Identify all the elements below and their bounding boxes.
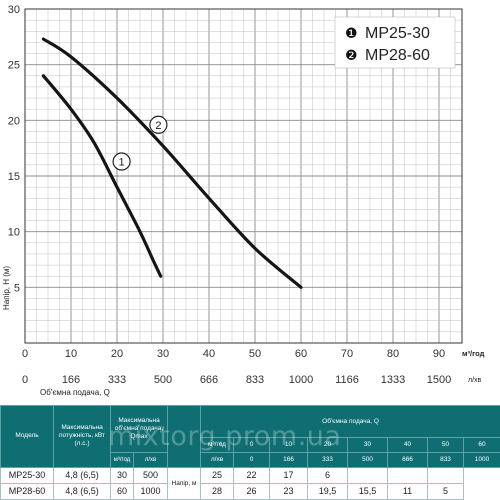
x-tick-label: 90 — [433, 348, 445, 360]
x-tick-label: 70 — [341, 348, 353, 360]
flow-l-4: 666 — [387, 451, 429, 468]
legend-marker-1: ❶ — [345, 26, 358, 42]
y-tick-label: 10 — [8, 227, 20, 239]
head-label: Напір, м — [167, 466, 202, 500]
row1-head-0: 25 — [200, 466, 235, 484]
x-tick-label: 40 — [203, 348, 215, 360]
row2-qmax-l: 1000 — [132, 482, 169, 500]
maxflow-unit-l: л/хв — [132, 451, 169, 468]
y-tick-label: 15 — [8, 171, 20, 183]
row2-qmax-m3: 60 — [110, 482, 134, 500]
x2-axis-unit-label: л/хв — [468, 377, 482, 384]
header-power: Максимальна потужність, кВт (л.с.) — [53, 405, 111, 468]
flow-l-2: 333 — [307, 451, 349, 468]
curve-label-circle-1 — [112, 152, 131, 171]
row1-qmax-m3: 30 — [110, 466, 134, 484]
header-flow: Об'ємна подача, Q — [200, 404, 500, 439]
row1-head-1: 22 — [233, 466, 271, 484]
header-spacer — [167, 405, 202, 468]
chart-curves — [41, 37, 303, 289]
row2-head-4: 15,5 — [347, 482, 389, 500]
row2-head-5: 11 — [387, 482, 429, 500]
row1-power: 4,8 (6,5) — [53, 466, 111, 484]
flow-m3-6: 60 — [463, 437, 500, 453]
curve-labels: 12 — [112, 115, 168, 171]
row1-head-6 — [427, 466, 465, 484]
series-line-1 — [41, 74, 163, 278]
flow-l-3: 500 — [347, 451, 389, 468]
flow-m3-2: 20 — [307, 437, 349, 453]
x2-tick-label: 1166 — [335, 374, 359, 386]
x-axis-caption: Об'ємна подача, Q — [40, 388, 110, 397]
flow-l-0: 0 — [233, 451, 271, 468]
flow-l-5: 833 — [427, 451, 465, 468]
y-tick-label: 25 — [8, 60, 20, 72]
flow-m3-4: 40 — [387, 437, 429, 453]
x-tick-label: 60 — [295, 348, 307, 360]
header-unit-m3: м³/год — [200, 437, 235, 453]
x-tick-label: 10 — [65, 348, 77, 360]
row2-head-6: 5 — [427, 482, 465, 500]
row2-head-2: 23 — [269, 482, 309, 500]
header-maxflow: Максимальна об'ємна подача, Qmax — [109, 405, 169, 453]
x2-tick-label: 1500 — [427, 374, 451, 386]
x2-tick-label: 1333 — [381, 374, 405, 386]
curve-label-1: 1 — [119, 157, 125, 169]
x2-tick-label: 833 — [246, 374, 264, 386]
y-axis-ticks: 5 10 15 20 25 30 — [8, 4, 20, 294]
chart-legend: ❶ MP25-30 ❷ MP28-60 — [334, 16, 456, 69]
plot-border — [24, 8, 463, 344]
x-tick-label: 0 — [22, 348, 28, 360]
x-tick-label: 50 — [249, 348, 261, 360]
series-line-2 — [41, 37, 303, 289]
legend-entry-1: MP25-30 — [365, 25, 430, 42]
x2-tick-label: 166 — [62, 374, 80, 386]
flow-m3-3: 30 — [347, 437, 389, 453]
flow-m3-1: 10 — [269, 437, 309, 453]
flow-m3-5: 50 — [427, 437, 465, 453]
legend-marker-2: ❷ — [345, 48, 358, 64]
x2-tick-label: 0 — [22, 374, 28, 386]
row2-power: 4,8 (6,5) — [53, 482, 111, 500]
curve-label-circle-2 — [149, 115, 168, 134]
x2-tick-label: 666 — [200, 374, 218, 386]
x2-tick-label: 1000 — [289, 374, 313, 386]
flow-m3-0: 0 — [233, 437, 271, 453]
x-tick-label: 20 — [111, 348, 123, 360]
row1-head-2: 17 — [269, 466, 309, 484]
x-axis-unit-label: м³/год — [462, 349, 485, 358]
header-unit-l: л/хв — [200, 451, 235, 468]
x2-tick-label: 333 — [108, 374, 126, 386]
spec-table: Модель Максимальна потужність, кВт (л.с.… — [0, 404, 500, 500]
row2-head-3: 19,5 — [307, 482, 349, 500]
maxflow-unit-m3: м³/год — [110, 451, 134, 468]
x2-axis-ticks: 0 166 333 500 666 833 1000 1166 1333 1500 — [22, 374, 451, 386]
row2-head-1: 26 — [233, 482, 271, 500]
row1-head-5 — [387, 466, 429, 484]
row1-head-3: 6 — [307, 466, 349, 484]
row2-model: MP28-60 — [0, 482, 54, 500]
curve-label-2: 2 — [155, 120, 161, 132]
flow-l-6: 1000 — [463, 451, 500, 468]
row2-head-0: 28 — [200, 482, 235, 500]
y-tick-label: 5 — [14, 282, 20, 294]
chart-frame — [24, 8, 463, 344]
row1-qmax-l: 500 — [132, 466, 169, 484]
x-tick-label: 30 — [157, 348, 169, 360]
row1-head-4 — [347, 466, 389, 484]
y-tick-label: 30 — [8, 4, 20, 16]
header-model: Модель — [0, 405, 54, 468]
x2-tick-label: 500 — [154, 374, 172, 386]
y-axis-label: Напір, Н (м) — [2, 266, 11, 310]
x-tick-label: 80 — [387, 348, 399, 360]
row1-model: MP25-30 — [0, 466, 54, 484]
x-axis-ticks: 0 10 20 30 40 50 60 70 80 90 — [22, 348, 445, 360]
legend-entry-2: MP28-60 — [365, 47, 430, 64]
flow-l-1: 166 — [269, 451, 309, 468]
y-tick-label: 20 — [8, 115, 20, 127]
legend-box — [334, 16, 456, 69]
